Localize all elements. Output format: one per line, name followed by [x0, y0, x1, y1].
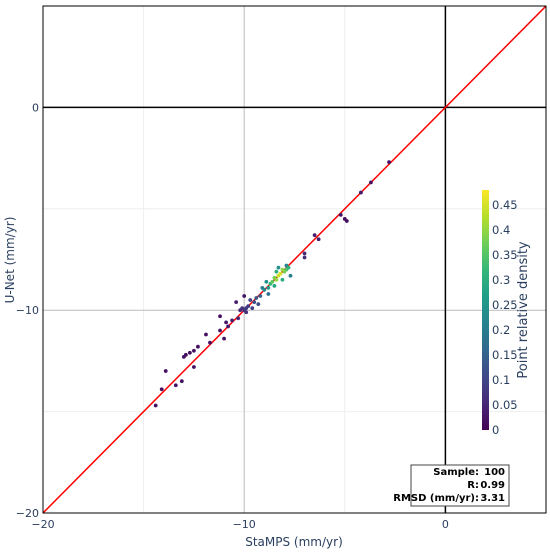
colorbar-tick-label: 0.35 — [492, 248, 518, 262]
data-point — [280, 277, 285, 282]
colorbar-tick-label: 0.05 — [492, 398, 518, 412]
data-point — [278, 271, 283, 276]
colorbar-tick-label: 0.25 — [492, 298, 518, 312]
colorbar-title: Point relative density — [516, 241, 531, 379]
colorbar-ticks: 0 0.05 0.1 0.15 0.2 0.25 0.3 0.35 0.4 0.45 — [492, 198, 518, 437]
data-point — [179, 379, 184, 384]
colorbar-tick-label: 0.15 — [492, 348, 518, 362]
data-point — [369, 180, 373, 185]
data-points — [153, 160, 391, 408]
colorbar-gradient — [482, 190, 489, 430]
data-point — [280, 267, 285, 272]
data-point — [230, 318, 235, 323]
plot-frame — [42, 5, 547, 514]
data-point — [387, 160, 391, 165]
x-tick-label: −20 — [31, 518, 54, 531]
colorbar-tick-label: 0.3 — [492, 273, 510, 287]
data-point — [218, 328, 222, 333]
data-point — [159, 387, 164, 392]
data-point — [270, 279, 275, 284]
data-point — [274, 277, 279, 282]
colorbar-tick-label: 0.45 — [492, 198, 518, 212]
stats-label: Sample: — [433, 467, 479, 478]
data-point — [316, 237, 321, 242]
data-point — [288, 273, 293, 278]
colorbar-tick-label: 0.1 — [492, 373, 510, 387]
data-point — [192, 365, 196, 369]
data-point — [338, 212, 343, 217]
data-point — [358, 190, 363, 195]
data-point — [266, 292, 271, 296]
data-point — [256, 302, 261, 307]
data-point — [312, 233, 317, 238]
data-point — [252, 300, 257, 304]
data-point — [272, 283, 277, 288]
data-point — [276, 265, 281, 270]
y-tick-label: −10 — [16, 304, 39, 317]
stats-value: 0.99 — [480, 480, 505, 491]
data-point — [218, 314, 222, 319]
data-point — [236, 316, 241, 321]
data-point — [187, 350, 192, 355]
x-tick-label: 0 — [442, 518, 449, 531]
data-point — [196, 344, 200, 349]
stats-value: 3.31 — [480, 493, 505, 504]
data-point — [240, 306, 245, 311]
colorbar: 0 0.05 0.1 0.15 0.2 0.25 0.3 0.35 0.4 0.45 Point … — [482, 190, 531, 437]
data-point — [274, 269, 279, 274]
colorbar-tick-label: 0 — [492, 423, 499, 437]
data-point — [264, 279, 269, 284]
colorbar-tick-label: 0.4 — [492, 223, 510, 237]
data-point — [254, 296, 259, 300]
y-tick-label: −20 — [16, 507, 39, 520]
x-tick-label: −10 — [233, 518, 256, 531]
data-point — [181, 354, 186, 359]
stats-box-frame — [410, 464, 510, 507]
zero-lines — [43, 6, 546, 513]
data-point — [302, 255, 307, 260]
stats-label: RMSD (mm/yr): — [393, 493, 479, 504]
reference-line — [43, 6, 546, 513]
x-axis-title: StaMPS (mm/yr) — [245, 535, 343, 549]
data-point — [192, 348, 196, 353]
data-point — [222, 336, 226, 341]
data-point — [242, 294, 247, 298]
colorbar-tick-label: 0.2 — [492, 323, 510, 337]
stats-label: R: — [467, 480, 479, 491]
data-point — [250, 306, 255, 311]
axis-ticks: −20 −10 0 −20 −10 0 — [16, 101, 449, 531]
data-point — [208, 340, 212, 345]
data-point — [226, 324, 231, 329]
data-point — [224, 320, 228, 325]
data-point — [262, 288, 267, 292]
data-point — [173, 383, 178, 388]
data-point — [244, 310, 249, 315]
data-point — [163, 369, 168, 373]
data-point — [302, 251, 307, 256]
data-point — [266, 285, 271, 290]
data-point — [344, 219, 349, 223]
data-point — [204, 332, 208, 337]
data-point — [244, 306, 249, 311]
data-point — [258, 294, 263, 298]
stats-value: 100 — [484, 467, 505, 478]
y-tick-label: 0 — [32, 101, 39, 114]
data-point — [234, 300, 239, 304]
identity-line — [43, 6, 546, 513]
data-point — [248, 298, 253, 302]
y-axis-title: U-Net (mm/yr) — [3, 217, 17, 304]
data-point — [153, 403, 158, 408]
